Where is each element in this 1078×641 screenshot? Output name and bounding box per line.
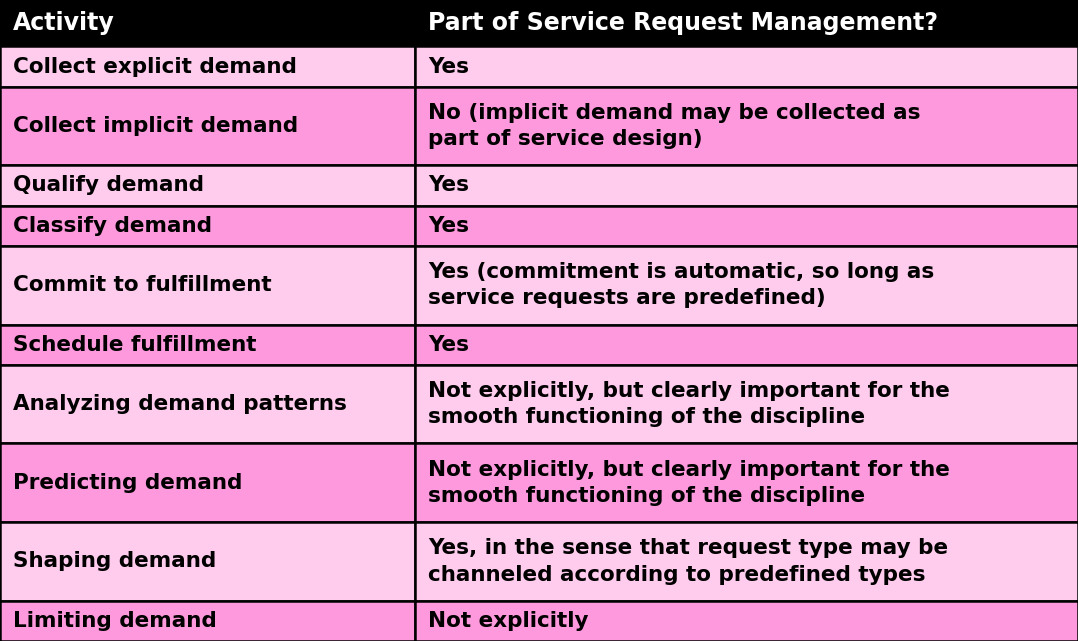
Bar xyxy=(0,522,415,601)
Bar xyxy=(415,87,1078,165)
Text: Schedule fulfillment: Schedule fulfillment xyxy=(13,335,257,354)
Bar xyxy=(415,246,1078,324)
Text: Yes: Yes xyxy=(428,335,469,354)
Bar xyxy=(415,365,1078,444)
Bar xyxy=(0,87,415,165)
Bar xyxy=(0,165,415,206)
Text: Limiting demand: Limiting demand xyxy=(13,611,217,631)
Text: Yes: Yes xyxy=(428,56,469,76)
Text: Activity: Activity xyxy=(13,11,114,35)
Bar xyxy=(415,601,1078,641)
Text: Collect implicit demand: Collect implicit demand xyxy=(13,116,298,136)
Text: Qualify demand: Qualify demand xyxy=(13,176,204,196)
Text: Part of Service Request Management?: Part of Service Request Management? xyxy=(428,11,938,35)
Text: Commit to fulfillment: Commit to fulfillment xyxy=(13,275,272,296)
Text: Not explicitly, but clearly important for the
smooth functioning of the discipli: Not explicitly, but clearly important fo… xyxy=(428,460,950,506)
Bar xyxy=(0,246,415,324)
Text: Yes (commitment is automatic, so long as
service requests are predefined): Yes (commitment is automatic, so long as… xyxy=(428,262,935,308)
Bar xyxy=(0,206,415,246)
Text: Not explicitly, but clearly important for the
smooth functioning of the discipli: Not explicitly, but clearly important fo… xyxy=(428,381,950,428)
Bar xyxy=(415,0,1078,46)
Bar xyxy=(415,206,1078,246)
Bar xyxy=(415,165,1078,206)
Bar xyxy=(415,444,1078,522)
Bar xyxy=(0,0,415,46)
Bar xyxy=(415,324,1078,365)
Text: Analyzing demand patterns: Analyzing demand patterns xyxy=(13,394,347,414)
Text: No (implicit demand may be collected as
part of service design): No (implicit demand may be collected as … xyxy=(428,103,921,149)
Text: Classify demand: Classify demand xyxy=(13,216,212,236)
Text: Shaping demand: Shaping demand xyxy=(13,551,217,571)
Bar xyxy=(415,46,1078,87)
Bar xyxy=(0,46,415,87)
Bar xyxy=(0,444,415,522)
Text: Not explicitly: Not explicitly xyxy=(428,611,589,631)
Text: Yes: Yes xyxy=(428,176,469,196)
Text: Yes: Yes xyxy=(428,216,469,236)
Bar xyxy=(0,324,415,365)
Text: Predicting demand: Predicting demand xyxy=(13,473,243,493)
Bar xyxy=(0,365,415,444)
Text: Yes, in the sense that request type may be
channeled according to predefined typ: Yes, in the sense that request type may … xyxy=(428,538,948,585)
Bar xyxy=(415,522,1078,601)
Bar xyxy=(0,601,415,641)
Text: Collect explicit demand: Collect explicit demand xyxy=(13,56,296,76)
